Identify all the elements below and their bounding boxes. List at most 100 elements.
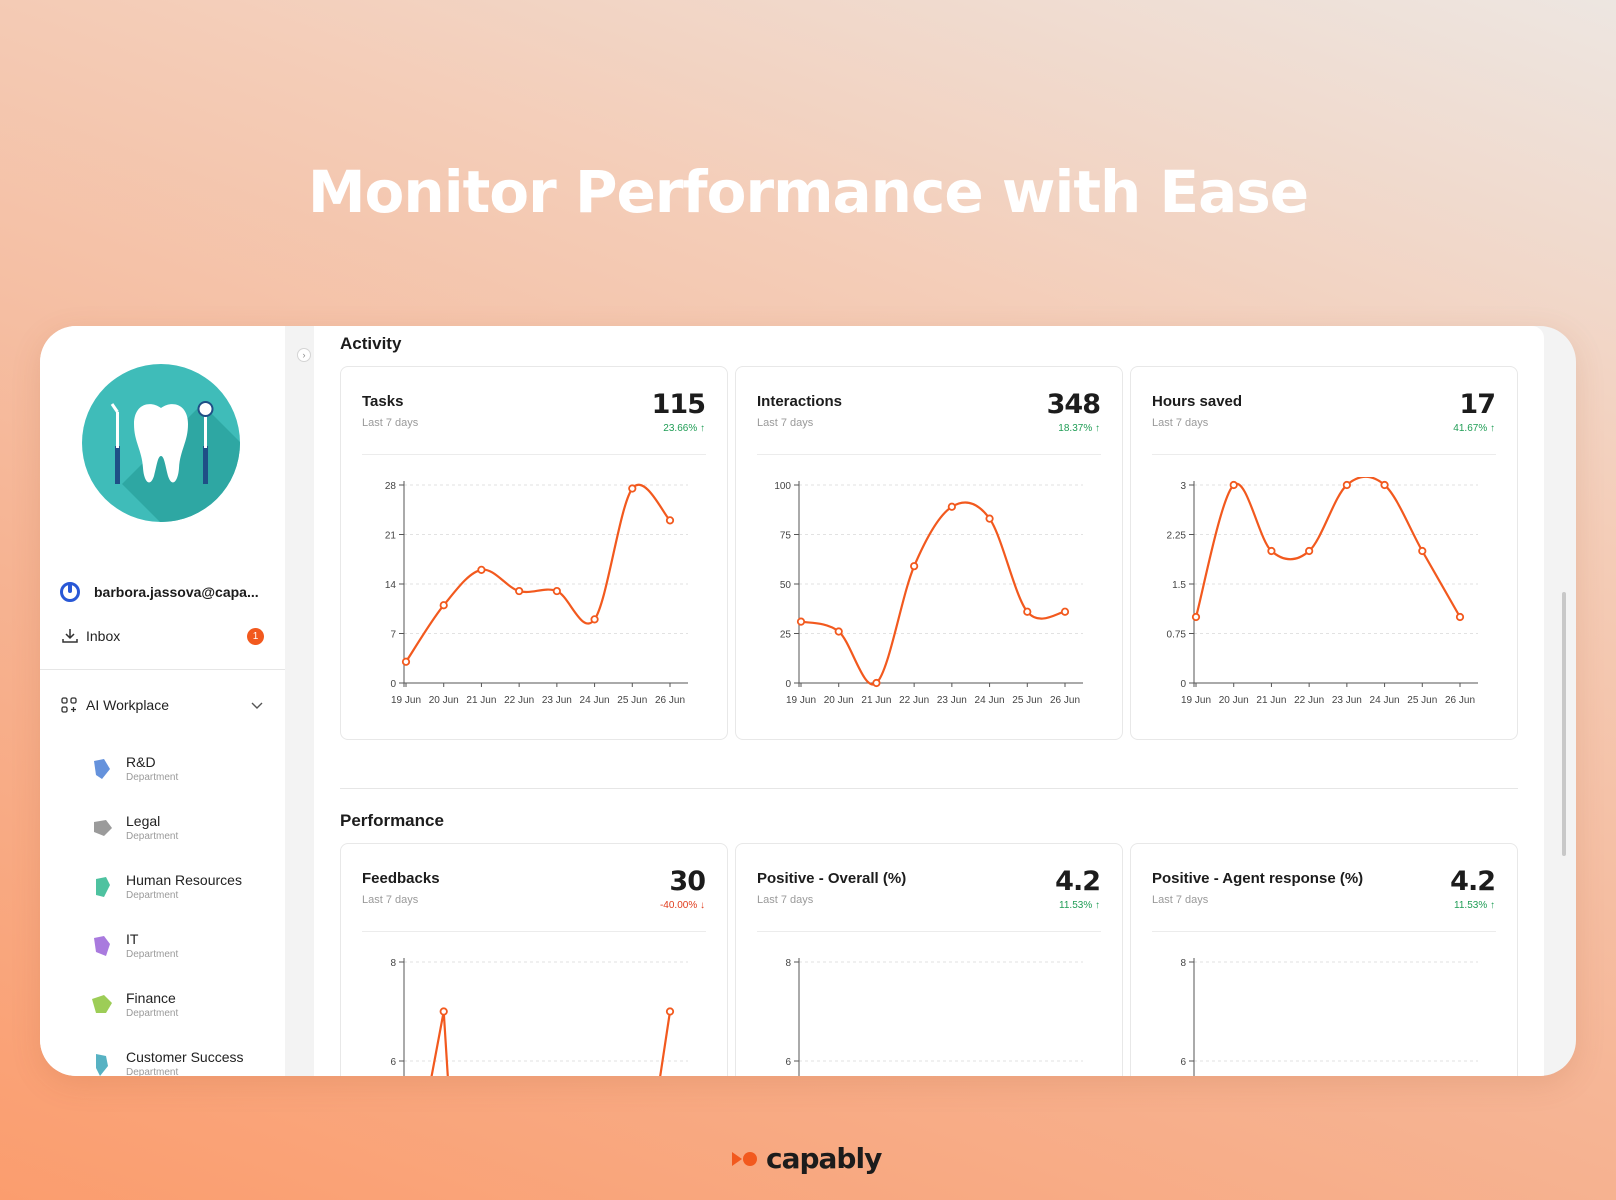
y-tick-label: 100 [774, 481, 791, 492]
dept-shape [94, 935, 110, 956]
main-scrollbar[interactable] [1562, 592, 1566, 856]
data-point [910, 562, 919, 571]
x-tick-label: 20 Jun [429, 695, 459, 706]
sidebar-item-customer-success[interactable]: Customer Success Department [88, 1034, 243, 1076]
sidebar-item-it[interactable]: IT Department [88, 916, 243, 975]
card-change: 18.37% ↑ [1058, 423, 1100, 434]
activity-section-title: Activity [340, 334, 402, 353]
dept-sub: Department [126, 1007, 179, 1019]
inbox-label: Inbox [86, 628, 121, 644]
line-chart: 0 25 50 75 100 19 Jun 20 Jun 21 Jun 22 Jun 23 Jun… [774, 481, 1083, 706]
sidebar-item-human-resources[interactable]: Human Resources Department [88, 857, 243, 916]
x-tick-label: 23 Jun [1332, 695, 1362, 706]
data-point [1229, 480, 1238, 490]
data-point [1191, 612, 1201, 622]
user-email: barbora.jassova@capa... [94, 584, 259, 600]
card-subtitle: Last 7 days [362, 894, 419, 906]
x-tick-label: 21 Jun [466, 695, 496, 706]
card-divider [757, 931, 1101, 932]
dept-sub: Department [126, 948, 179, 960]
card-value: 17 [1459, 389, 1496, 420]
data-point [628, 484, 637, 493]
y-tick-label: 14 [385, 580, 397, 591]
dept-sub: Department [126, 771, 179, 783]
inbox-badge: 1 [247, 627, 264, 645]
dept-shape [92, 994, 112, 1013]
dept-shape [94, 758, 110, 779]
card-divider [1152, 454, 1496, 455]
dept-name: Human Resources [126, 871, 242, 888]
y-tick-label: 21 [385, 531, 397, 542]
x-tick-label: 24 Jun [1370, 695, 1400, 706]
series-line [405, 484, 671, 663]
dept-name: Customer Success [126, 1048, 244, 1065]
y-tick-label: 0 [390, 679, 396, 690]
metric-card-positive-agent-response: Positive - Agent response (%) Last 7 days… [1130, 843, 1518, 1076]
data-point [1380, 480, 1389, 490]
card-value: 30 [669, 866, 706, 897]
dept-sub: Department [126, 1066, 179, 1077]
y-tick-label: 0 [1180, 679, 1186, 690]
power-icon [60, 582, 80, 602]
data-point [1342, 480, 1351, 490]
dept-sub: Department [126, 830, 179, 842]
line-chart: 0 7 14 21 28 19 Jun 20 Jun 21 Jun 22 Jun 23 Jun 24… [385, 481, 688, 706]
line-chart: 68 [390, 958, 688, 1076]
sidebar-divider [40, 669, 285, 670]
dept-shape [96, 1053, 108, 1076]
app-window: barbora.jassova@capa... Inbox 1 AI Workp… [40, 326, 1576, 1076]
x-tick-label: 22 Jun [504, 695, 534, 706]
data-point [590, 615, 599, 624]
workplace-label: AI Workplace [86, 697, 169, 713]
card-value: 348 [1046, 389, 1101, 420]
collapse-sidebar-button[interactable]: › [297, 348, 311, 362]
card-divider [1152, 931, 1496, 932]
data-point [1023, 607, 1032, 616]
sidebar-item-legal[interactable]: Legal Department [88, 798, 243, 857]
card-change: 11.53% ↑ [1059, 900, 1100, 911]
data-point [1455, 612, 1465, 622]
x-tick-label: 20 Jun [824, 695, 854, 706]
brand: capably [732, 1142, 882, 1175]
dept-shape [96, 876, 110, 897]
x-tick-label: 24 Jun [580, 695, 610, 706]
y-tick-label: 8 [785, 958, 791, 969]
data-point [947, 502, 956, 511]
metric-card-tasks: Tasks Last 7 days 115 23.66% ↑ 0 7 14 21 28 19 Ju… [340, 366, 728, 740]
sidebar-item-inbox[interactable]: Inbox 1 [60, 626, 264, 646]
sidebar-item-rnd[interactable]: R&D Department [88, 739, 243, 798]
y-tick-label: 8 [390, 958, 396, 969]
card-subtitle: Last 7 days [1152, 417, 1209, 429]
dept-name: R&D [126, 753, 156, 770]
x-tick-label: 25 Jun [617, 695, 647, 706]
apps-icon [61, 697, 77, 713]
y-tick-label: 2.25 [1167, 531, 1187, 542]
sidebar-item-finance[interactable]: Finance Department [88, 975, 243, 1034]
department-avatar-icon [96, 876, 110, 897]
card-value: 4.2 [1055, 866, 1101, 897]
y-tick-label: 0.75 [1167, 630, 1187, 641]
y-tick-label: 6 [390, 1057, 396, 1068]
sidebar-item-ai-workplace[interactable]: AI Workplace [60, 696, 264, 714]
metric-card-hours-saved: Hours saved Last 7 days 17 41.67% ↑ 0 0.75 1.5… [1130, 366, 1518, 740]
sidebar: barbora.jassova@capa... Inbox 1 AI Workp… [40, 326, 285, 1076]
x-tick-label: 21 Jun [1256, 695, 1286, 706]
user-account[interactable]: barbora.jassova@capa... [60, 582, 259, 602]
card-title: Positive - Agent response (%) [1152, 870, 1364, 887]
y-tick-label: 3 [1180, 481, 1186, 492]
data-point [665, 1007, 675, 1016]
card-change: 41.67% ↑ [1453, 423, 1495, 434]
capably-logo-icon [732, 1151, 757, 1166]
department-avatar-icon [94, 758, 110, 779]
chevron-down-icon[interactable] [250, 698, 264, 712]
y-tick-label: 8 [1180, 958, 1186, 969]
x-tick-label: 23 Jun [937, 695, 967, 706]
dept-name: IT [126, 930, 139, 947]
card-subtitle: Last 7 days [757, 894, 814, 906]
card-subtitle: Last 7 days [1152, 894, 1209, 906]
y-tick-label: 0 [785, 679, 791, 690]
department-avatar-icon [96, 1053, 108, 1076]
hero-title: Monitor Performance with Ease [307, 158, 1309, 226]
dept-shape [94, 819, 112, 836]
card-change: 11.53% ↑ [1454, 900, 1495, 911]
